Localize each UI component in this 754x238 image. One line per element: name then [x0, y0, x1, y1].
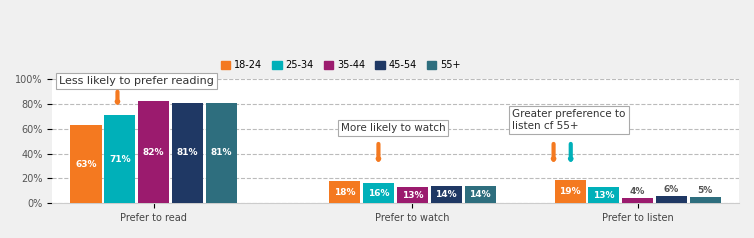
Bar [104, 115, 135, 203]
Text: 14%: 14% [469, 190, 491, 199]
Text: 14%: 14% [436, 190, 457, 199]
Bar [329, 181, 360, 203]
Bar [555, 180, 586, 203]
Text: 16%: 16% [368, 189, 390, 198]
Bar [172, 103, 203, 203]
Text: 81%: 81% [210, 149, 231, 158]
Text: 5%: 5% [697, 186, 713, 195]
Text: 63%: 63% [75, 160, 97, 169]
Text: More likely to watch: More likely to watch [341, 123, 446, 133]
Text: 82%: 82% [143, 148, 164, 157]
Text: 71%: 71% [109, 155, 130, 164]
Bar [70, 125, 102, 203]
Bar [363, 183, 394, 203]
Legend: 18-24, 25-34, 35-44, 45-54, 55+: 18-24, 25-34, 35-44, 45-54, 55+ [216, 57, 464, 74]
Text: 19%: 19% [559, 187, 581, 196]
Bar [431, 186, 461, 203]
Text: 6%: 6% [664, 185, 679, 194]
Text: Less likely to prefer reading: Less likely to prefer reading [59, 76, 214, 86]
Bar [397, 187, 428, 203]
Bar [622, 198, 653, 203]
Text: Greater preference to
listen cf 55+: Greater preference to listen cf 55+ [513, 109, 626, 131]
Text: 18%: 18% [334, 188, 356, 197]
Text: 13%: 13% [593, 191, 615, 200]
Bar [588, 187, 620, 203]
Bar [206, 103, 237, 203]
Bar [464, 186, 495, 203]
Bar [138, 101, 169, 203]
Bar [656, 196, 687, 203]
Bar [690, 197, 721, 203]
Text: 81%: 81% [176, 149, 198, 158]
Text: 4%: 4% [630, 188, 645, 196]
Text: 13%: 13% [402, 191, 423, 200]
